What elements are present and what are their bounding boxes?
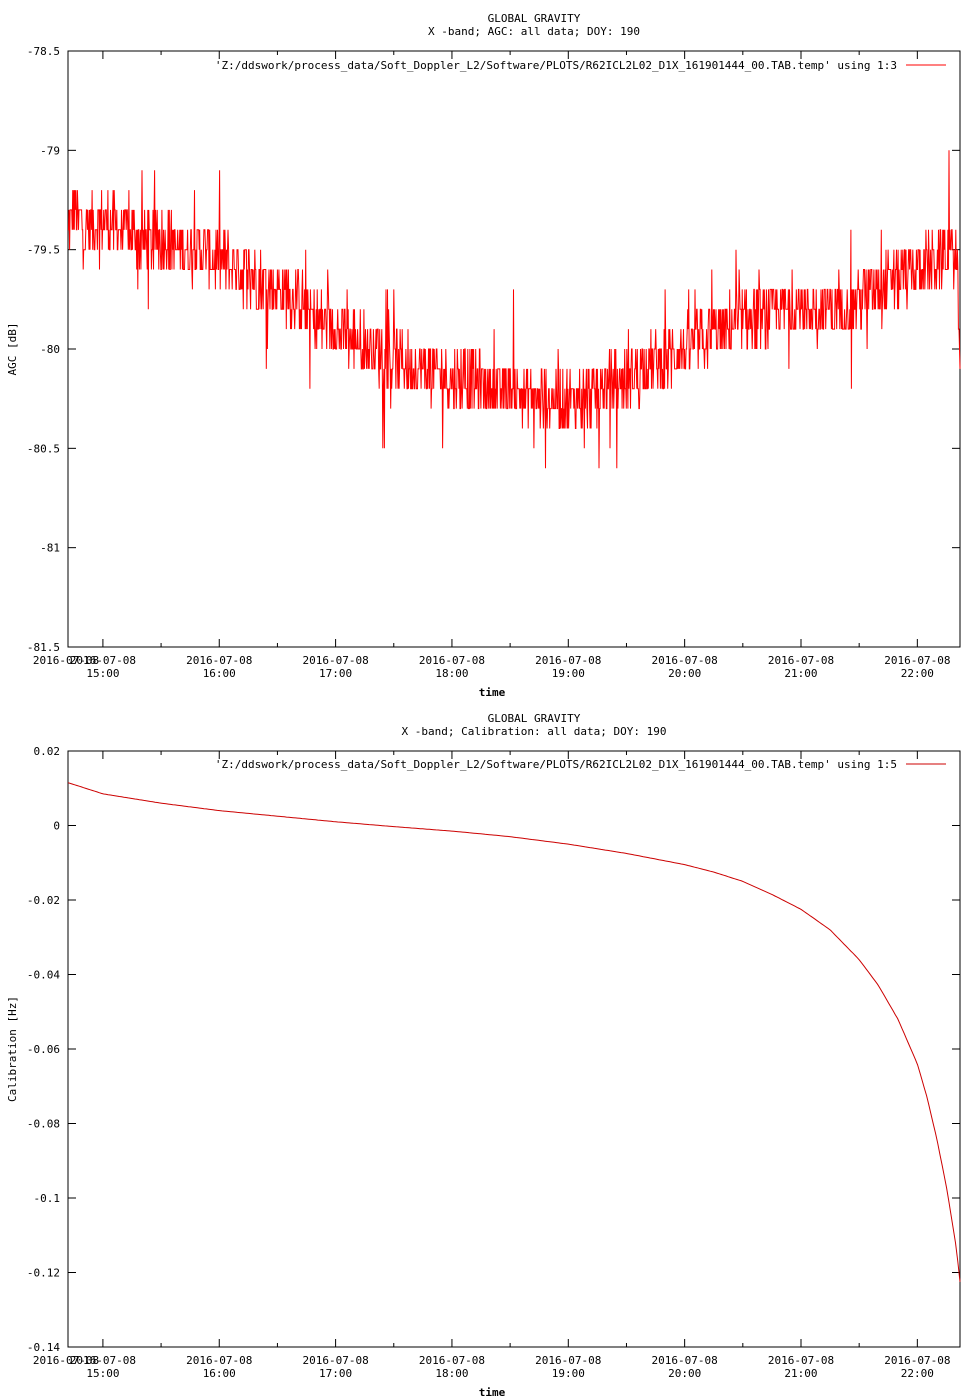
x-tick-date-label: 2016-07-08 — [535, 1354, 601, 1367]
y-tick-label: -79.5 — [27, 244, 60, 257]
y-tick-label: -0.12 — [27, 1267, 60, 1280]
x-tick-time-label: 19:00 — [552, 667, 585, 680]
x-tick-time-label: 15:00 — [86, 667, 119, 680]
x-tick-date-label: 2016-07-08 — [768, 1354, 834, 1367]
y-axis-label: AGC [dB] — [6, 323, 19, 376]
y-tick-label: -78.5 — [27, 45, 60, 58]
y-tick-label: -0.14 — [27, 1341, 60, 1354]
y-tick-label: -80 — [40, 343, 60, 356]
x-tick-date-label: 2016-07-08 — [884, 654, 950, 667]
x-tick-date-label: 2016-07-08 — [652, 1354, 718, 1367]
chart-title: GLOBAL GRAVITY — [488, 712, 581, 725]
x-tick-date-label: 2016-07-08 — [70, 1354, 136, 1367]
x-tick-date-label: 2016-07-08 — [768, 654, 834, 667]
y-tick-label: -79 — [40, 144, 60, 157]
x-tick-date-label: 2016-07-08 — [652, 654, 718, 667]
x-tick-time-label: 21:00 — [784, 1367, 817, 1380]
x-tick-time-label: 19:00 — [552, 1367, 585, 1380]
x-tick-time-label: 20:00 — [668, 667, 701, 680]
x-tick-time-label: 22:00 — [901, 1367, 934, 1380]
chart-title: GLOBAL GRAVITY — [488, 12, 581, 25]
y-tick-label: -0.06 — [27, 1043, 60, 1056]
x-tick-date-label: 2016-07-08 — [186, 654, 252, 667]
x-tick-date-label: 2016-07-08 — [302, 654, 368, 667]
y-tick-label: -0.1 — [34, 1192, 61, 1205]
x-edge-date-label: 2016-07-08 — [33, 654, 99, 667]
y-tick-label: -81.5 — [27, 641, 60, 654]
series-line — [68, 150, 961, 469]
x-tick-time-label: 20:00 — [668, 1367, 701, 1380]
x-tick-date-label: 2016-07-08 — [535, 654, 601, 667]
x-tick-time-label: 18:00 — [435, 1367, 468, 1380]
legend-label: 'Z:/ddswork/process_data/Soft_Doppler_L2… — [215, 758, 897, 771]
x-tick-time-label: 15:00 — [86, 1367, 119, 1380]
x-tick-time-label: 21:00 — [784, 667, 817, 680]
series-line — [67, 782, 961, 1282]
x-tick-time-label: 17:00 — [319, 667, 352, 680]
y-tick-label: 0.02 — [34, 745, 61, 758]
x-tick-date-label: 2016-07-08 — [419, 1354, 485, 1367]
y-tick-label: -0.02 — [27, 894, 60, 907]
x-tick-date-label: 2016-07-08 — [884, 1354, 950, 1367]
y-axis-label: Calibration [Hz] — [6, 996, 19, 1102]
x-tick-date-label: 2016-07-08 — [186, 1354, 252, 1367]
x-tick-time-label: 17:00 — [319, 1367, 352, 1380]
y-tick-label: 0 — [53, 820, 60, 833]
legend-label: 'Z:/ddswork/process_data/Soft_Doppler_L2… — [215, 59, 897, 72]
y-tick-label: -81 — [40, 542, 60, 555]
plot-frame — [67, 750, 961, 1348]
x-tick-time-label: 16:00 — [203, 1367, 236, 1380]
x-axis-label: time — [479, 686, 506, 699]
y-tick-label: -0.04 — [27, 969, 60, 982]
chart-subtitle: X -band; AGC: all data; DOY: 190 — [428, 25, 640, 38]
chart-subtitle: X -band; Calibration: all data; DOY: 190 — [402, 725, 667, 738]
x-tick-date-label: 2016-07-08 — [302, 1354, 368, 1367]
x-tick-time-label: 22:00 — [901, 667, 934, 680]
x-tick-date-label: 2016-07-08 — [70, 654, 136, 667]
y-tick-label: -80.5 — [27, 442, 60, 455]
x-tick-time-label: 18:00 — [435, 667, 468, 680]
x-axis-label: time — [479, 1386, 506, 1399]
x-tick-date-label: 2016-07-08 — [419, 654, 485, 667]
y-tick-label: -0.08 — [27, 1118, 60, 1131]
x-tick-time-label: 16:00 — [203, 667, 236, 680]
x-edge-date-label: 2016-07-08 — [33, 1354, 99, 1367]
